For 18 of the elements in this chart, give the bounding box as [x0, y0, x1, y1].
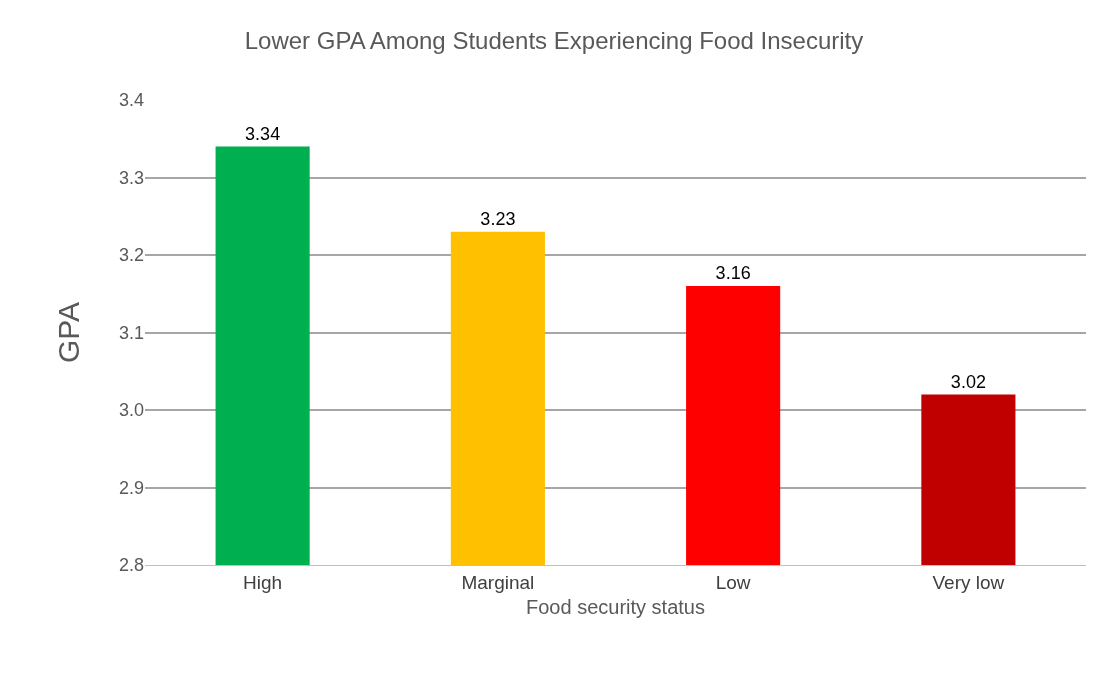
y-axis-title: GPA — [51, 301, 85, 364]
x-tick-label: High — [243, 571, 283, 593]
data-label: 3.34 — [245, 123, 281, 144]
y-tick-label: 3.1 — [118, 322, 144, 343]
data-label: 3.16 — [715, 263, 751, 283]
data-label: 3.23 — [480, 208, 516, 229]
y-tick-label: 3.2 — [118, 245, 144, 266]
data-label: 3.02 — [950, 371, 986, 392]
x-tick-label: Low — [715, 571, 751, 593]
y-tick-label: 2.9 — [118, 477, 144, 498]
y-tick-label: 3.3 — [118, 167, 144, 188]
x-tick-label: Very low — [932, 571, 1005, 593]
y-tick-label: 3.4 — [118, 90, 144, 111]
x-tick-label: Marginal — [461, 571, 535, 593]
chart-title: Lower GPA Among Students Experiencing Food Insecurity — [244, 27, 864, 55]
x-axis-title: Food security status — [526, 596, 705, 619]
y-tick-label: 3.0 — [118, 400, 144, 421]
y-tick-label: 2.8 — [118, 555, 144, 576]
